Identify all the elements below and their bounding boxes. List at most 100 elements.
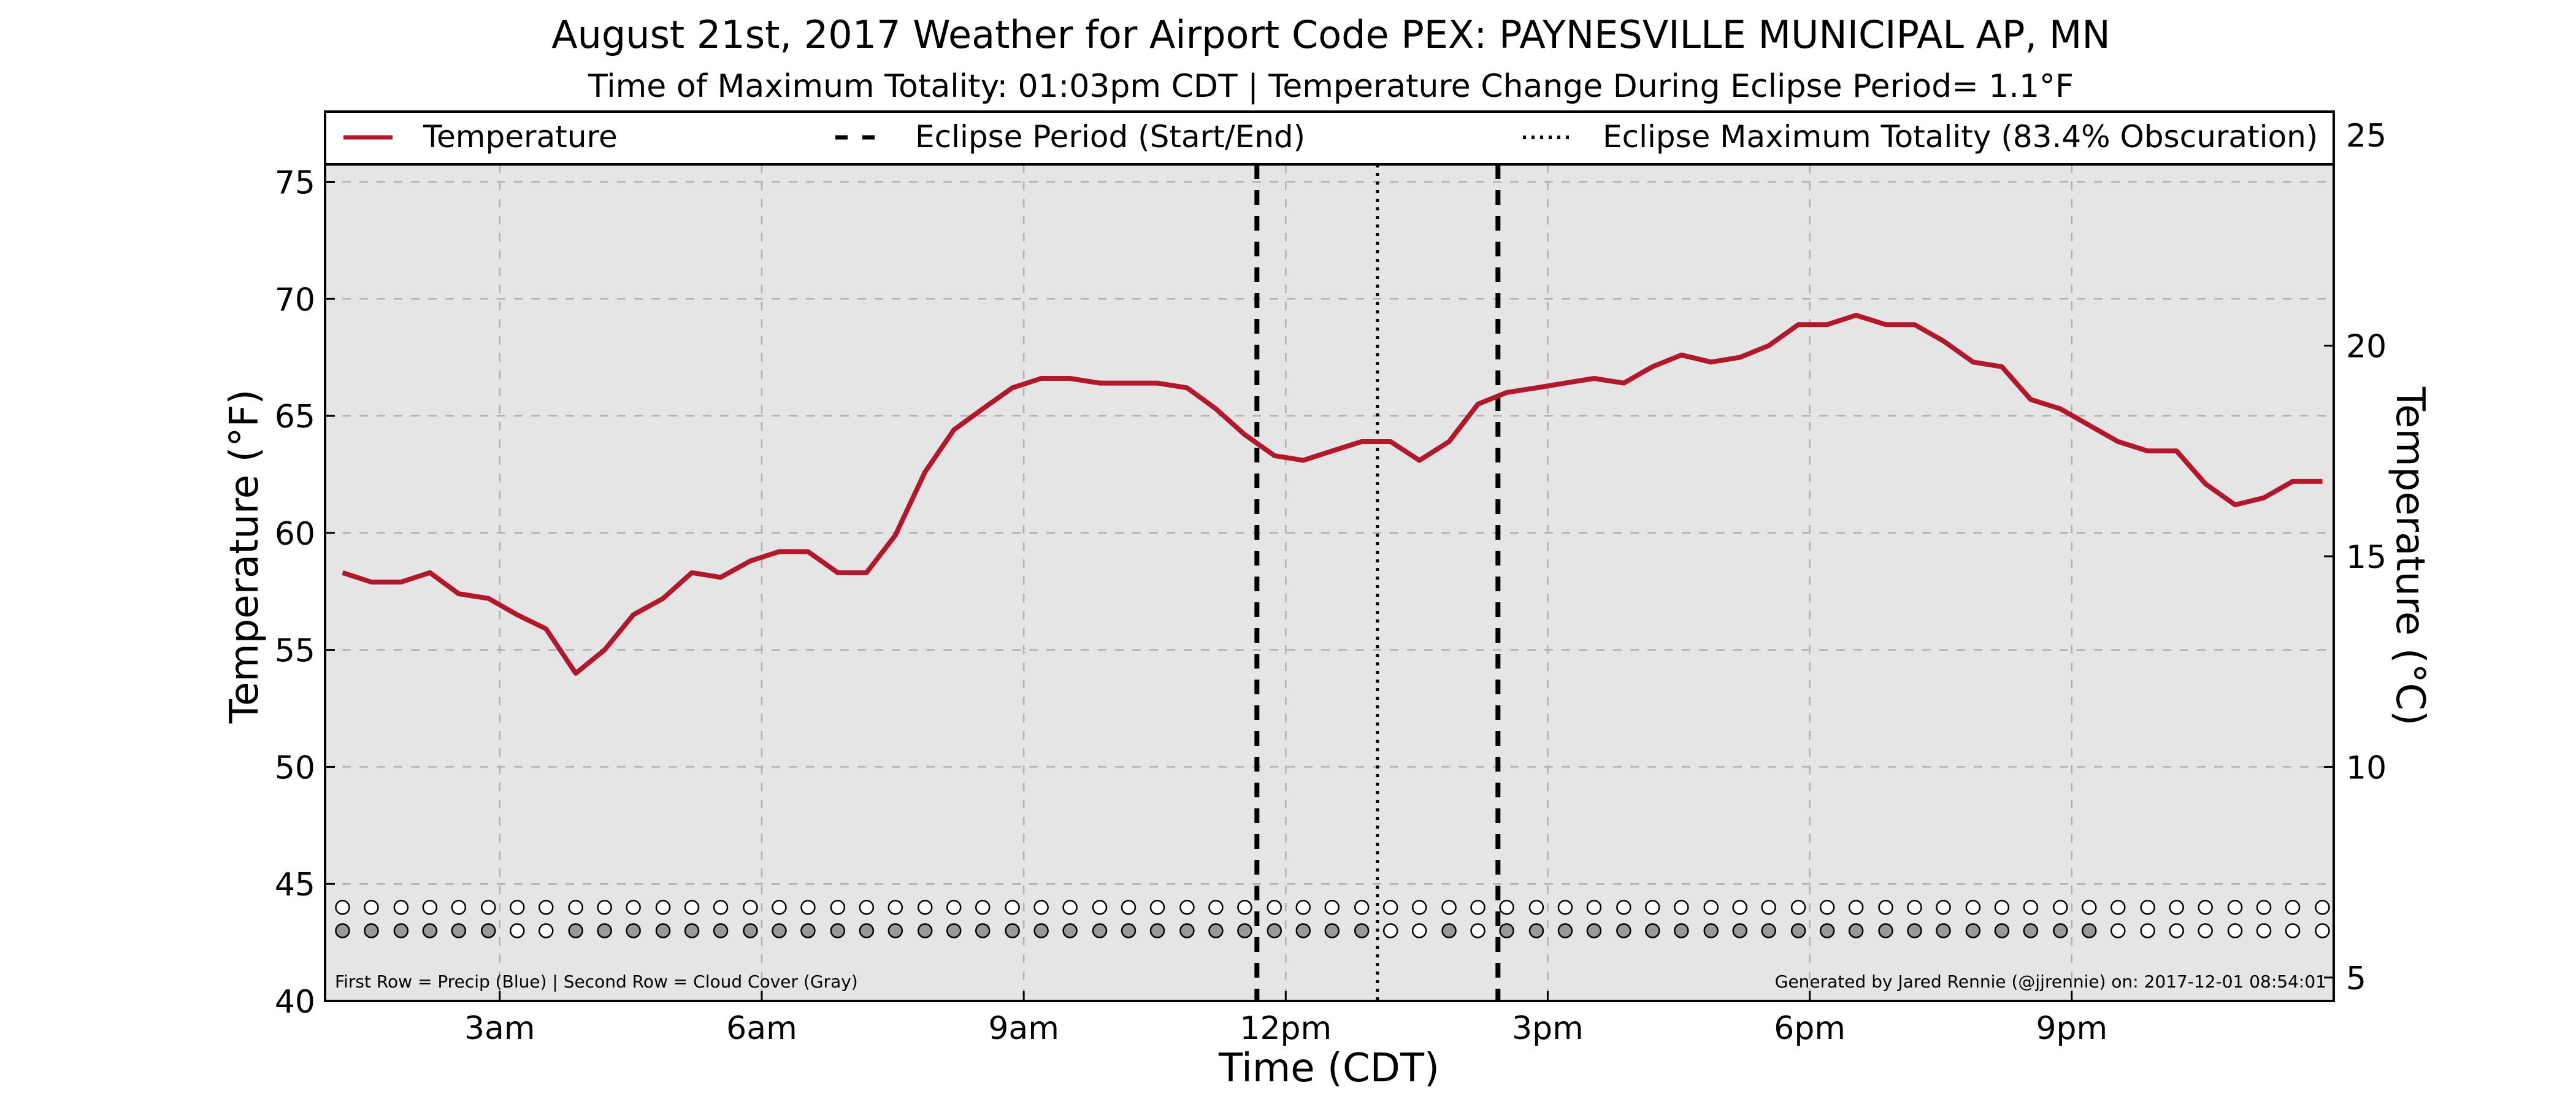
precip-dot (2140, 900, 2155, 915)
precip-dot (1761, 900, 1776, 915)
cloud-cover-dot (1645, 923, 1660, 938)
precip-dot (1411, 900, 1427, 915)
cloud-cover-dot (335, 923, 350, 938)
precip-dot (1324, 900, 1340, 915)
precip-dot (1819, 900, 1835, 915)
precip-dot (1441, 900, 1457, 915)
cloud-cover-dot (1237, 923, 1252, 938)
precip-dot (1470, 900, 1485, 915)
cloud-cover-dot (684, 923, 700, 938)
cloud-cover-dot (1790, 923, 1806, 938)
temperature-line (342, 313, 2323, 676)
cloud-cover-dot (1295, 923, 1311, 938)
cloud-cover-dot (510, 923, 525, 938)
x-tick-label: 12pm (1240, 1010, 1332, 1047)
precip-dot (597, 900, 612, 915)
cloud-cover-dot (946, 923, 962, 938)
temperature-series (342, 313, 2323, 676)
precip-dot (2053, 900, 2068, 915)
cloud-cover-dot (451, 923, 467, 938)
cloud-cover-dot (1033, 923, 1049, 938)
cloud-cover-dot (2315, 923, 2330, 938)
precip-dot (1062, 900, 1078, 915)
cloud-cover-dot (743, 923, 758, 938)
y-tick-label: 45 (275, 867, 315, 903)
y-tick-label: 75 (275, 164, 315, 201)
cloud-cover-dot (1878, 923, 1893, 938)
precip-dot (743, 900, 758, 915)
cloud-cover-dot (2227, 923, 2243, 938)
precip-dot (364, 900, 379, 915)
cloud-cover-dot (1732, 923, 1747, 938)
precip-dot (1878, 900, 1893, 915)
chart-title: August 21st, 2017 Weather for Airport Co… (551, 12, 2110, 57)
precip-dot (655, 900, 671, 915)
precip-dot (1149, 900, 1165, 915)
precip-dot (1005, 900, 1020, 915)
precip-dot (887, 900, 903, 915)
cloud-cover-dot (2256, 923, 2272, 938)
cloud-cover-dot (2110, 923, 2126, 938)
precip-dot (481, 900, 496, 915)
precip-dot (568, 900, 583, 915)
cloud-cover-dot (2023, 923, 2039, 938)
precip-dot (1616, 900, 1631, 915)
cloud-cover-dot (800, 923, 816, 938)
precip-dot (1528, 900, 1544, 915)
legend-box (324, 110, 2335, 166)
cloud-cover-dot (1179, 923, 1195, 938)
precip-dot (1586, 900, 1602, 915)
cloud-cover-dot (1092, 923, 1108, 938)
cloud-cover-dot (1208, 923, 1224, 938)
cloud-cover-dot (1907, 923, 1922, 938)
cloud-cover-dot (975, 923, 991, 938)
precip-dot (1208, 900, 1224, 915)
eclipse-markers (1254, 164, 1501, 1001)
cloud-cover-dot (1936, 923, 1951, 938)
y-axis-label-left: Temperature (°F) (222, 389, 267, 724)
precip-dot (946, 900, 962, 915)
precip-dot (1732, 900, 1747, 915)
precip-dot (2256, 900, 2272, 915)
footnote-left: First Row = Precip (Blue) | Second Row =… (335, 972, 858, 992)
y-tick-label: 70 (275, 282, 315, 318)
precip-dot (451, 900, 467, 915)
footnote-right: Generated by Jared Rennie (@jjrennie) on… (1775, 972, 2326, 992)
y-right-tick-label: 15 (2346, 539, 2386, 576)
y-right-tick-label: 10 (2346, 749, 2386, 786)
precip-dot (1033, 900, 1049, 915)
x-tick-label: 6am (726, 1010, 797, 1047)
precip-dot (1674, 900, 1689, 915)
cloud-cover-dot (2140, 923, 2155, 938)
y-right-tick-label: 20 (2346, 329, 2386, 366)
y-tick-label: 50 (275, 749, 315, 786)
legend-eclipse-max-label: Eclipse Maximum Totality (83.4% Obscurat… (1603, 119, 2318, 155)
x-tick-label: 6pm (1774, 1010, 1846, 1047)
precip-dot (1703, 900, 1719, 915)
cloud-cover-dot (626, 923, 641, 938)
cloud-cover-dot (1616, 923, 1631, 938)
precip-dot (1121, 900, 1137, 915)
precip-dot (1965, 900, 1981, 915)
precip-dot (975, 900, 991, 915)
precip-dot (772, 900, 787, 915)
precip-dot (1092, 900, 1108, 915)
precip-dot (800, 900, 816, 915)
y-axis-label-right: Temperature (°C) (2387, 386, 2432, 726)
precip-dot (2285, 900, 2301, 915)
precip-dot (1354, 900, 1370, 915)
precip-dot (1645, 900, 1660, 915)
cloud-cover-dot (422, 923, 438, 938)
precip-dot (626, 900, 641, 915)
cloud-cover-dot (1411, 923, 1427, 938)
plot-area (325, 112, 2334, 1001)
cloud-cover-dot (2198, 923, 2213, 938)
x-tick-label: 9pm (2036, 1010, 2107, 1047)
precip-dot (1295, 900, 1311, 915)
cloud-cover-dot (2082, 923, 2097, 938)
cloud-cover-dot (1149, 923, 1165, 938)
cloud-cover-dot (1994, 923, 2010, 938)
cloud-cover-dot (772, 923, 787, 938)
precip-dot (830, 900, 846, 915)
